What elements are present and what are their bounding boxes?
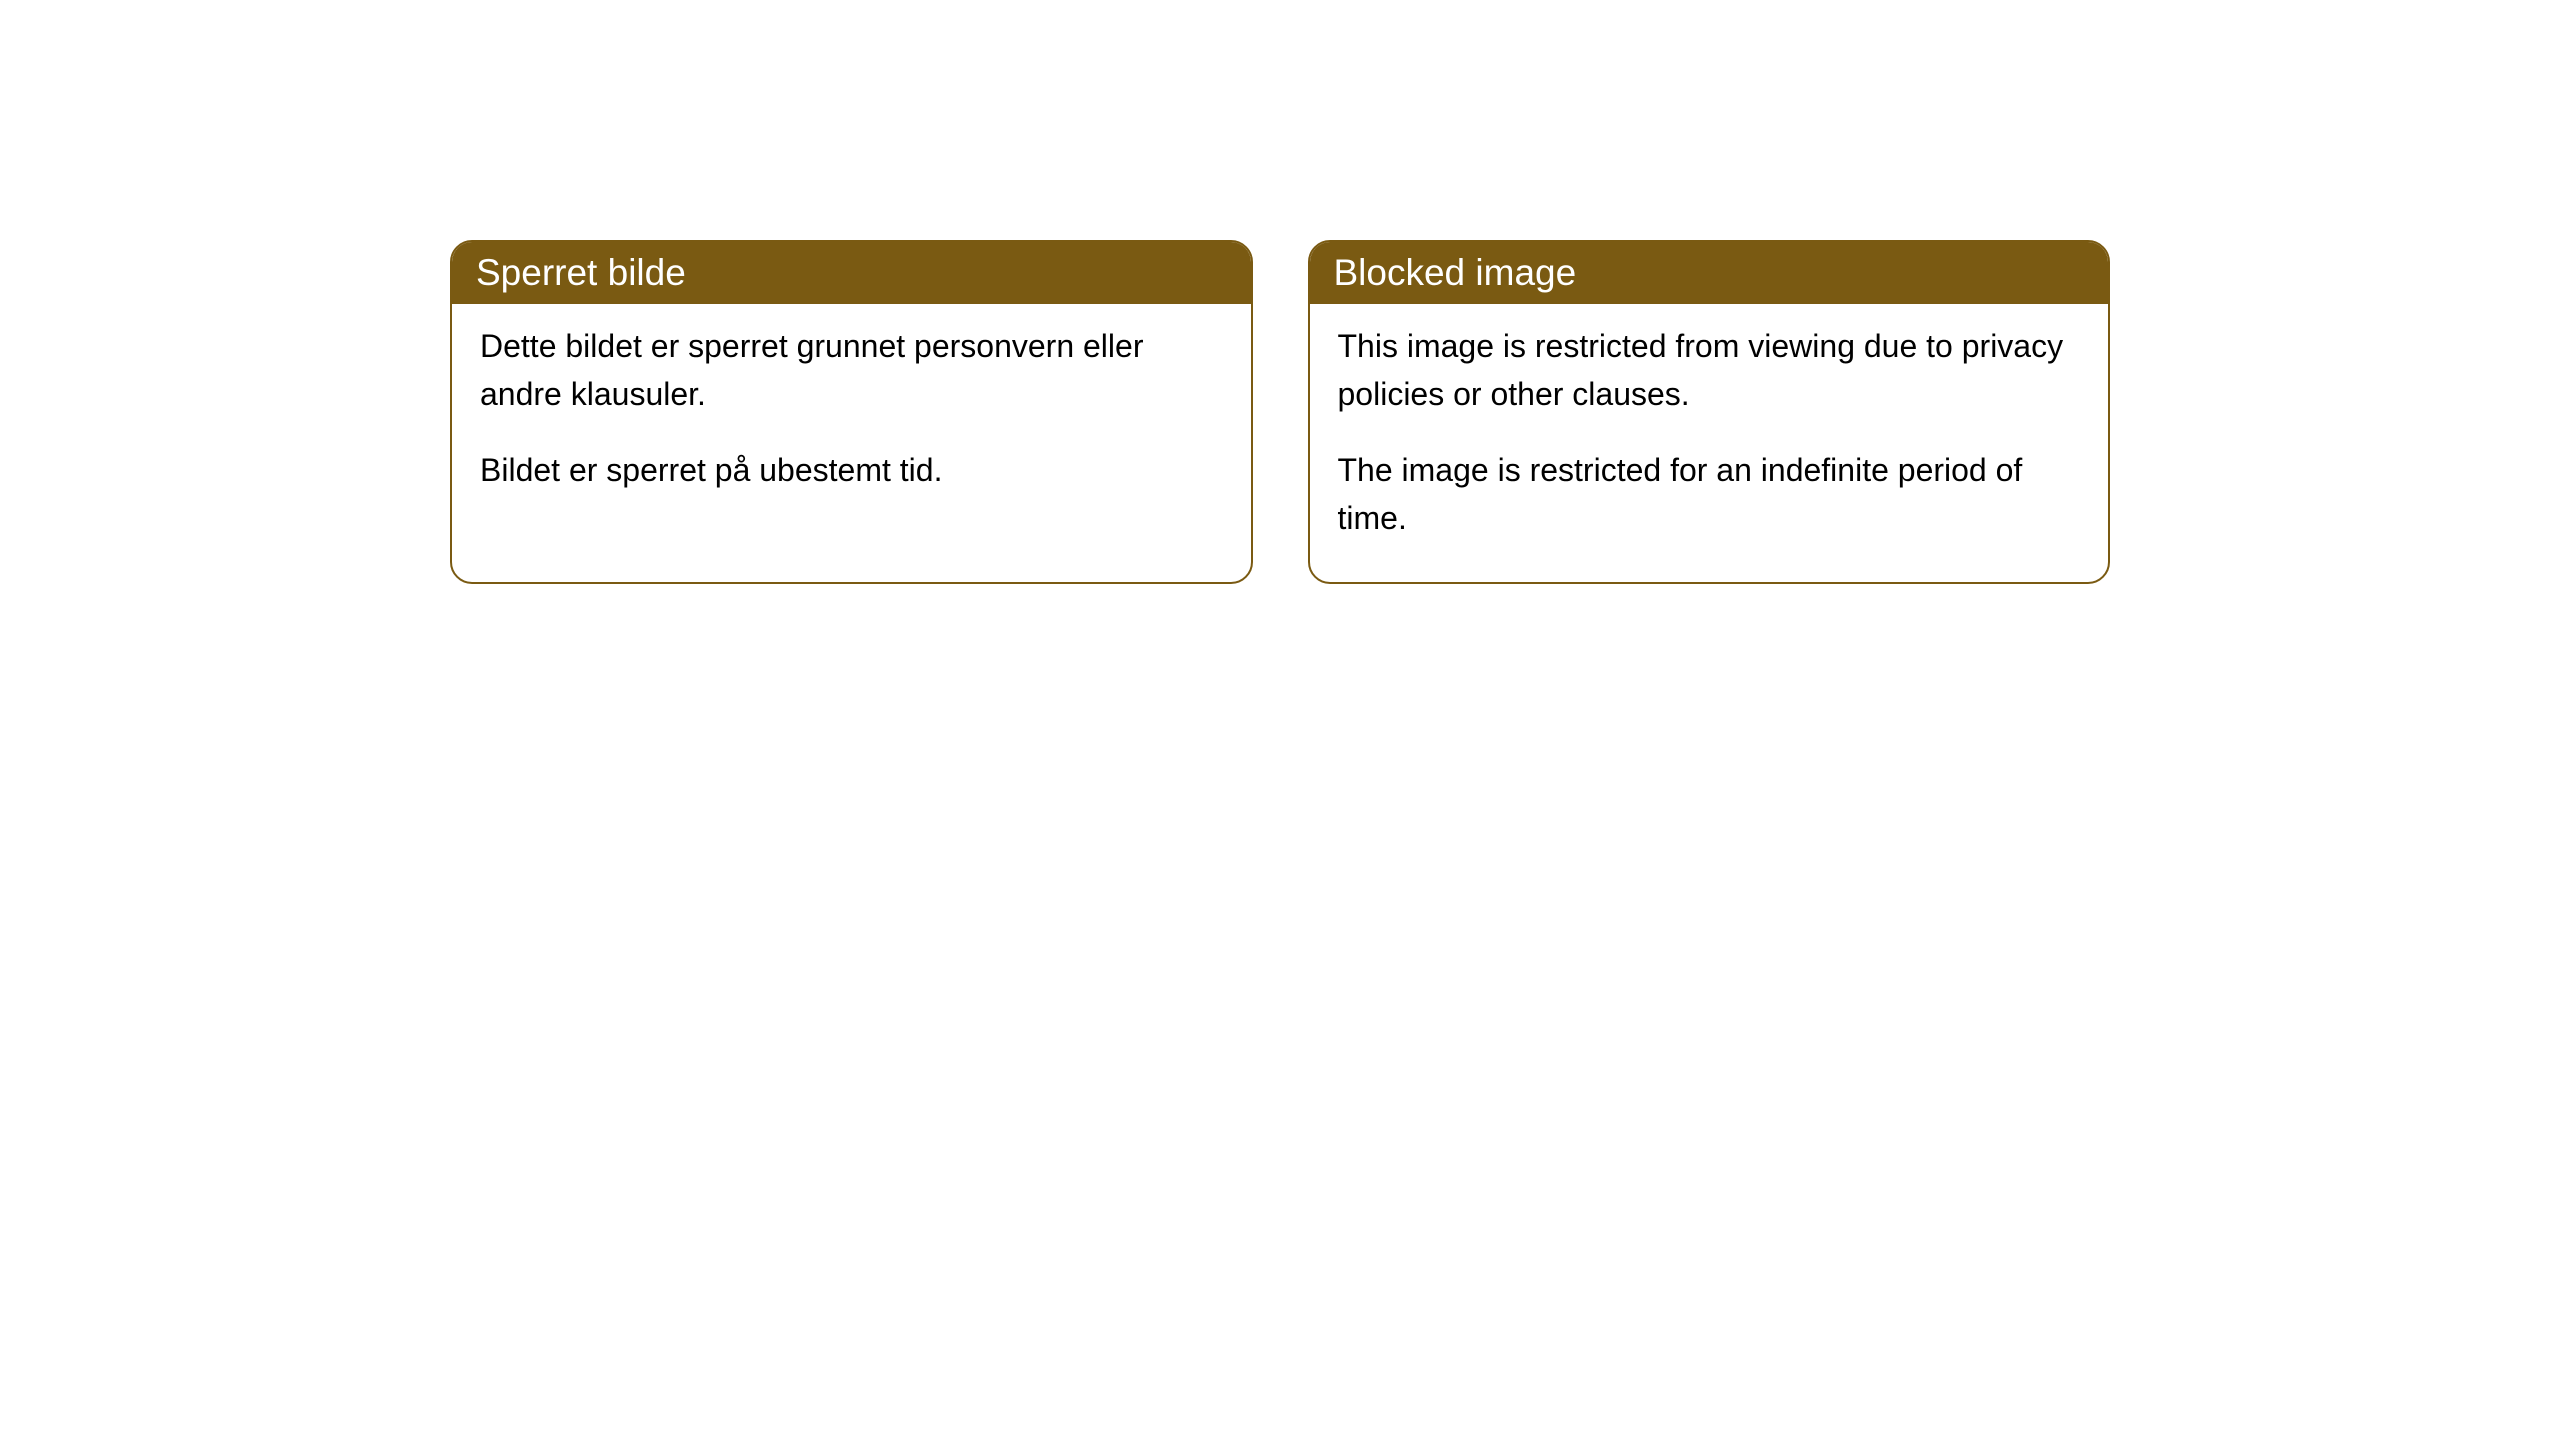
card-paragraph: Dette bildet er sperret grunnet personve… [480,322,1223,418]
card-header: Blocked image [1310,242,2109,304]
card-paragraph: Bildet er sperret på ubestemt tid. [480,446,1223,494]
card-paragraph: The image is restricted for an indefinit… [1338,446,2081,542]
card-body: This image is restricted from viewing du… [1310,304,2109,582]
card-paragraph: This image is restricted from viewing du… [1338,322,2081,418]
card-header: Sperret bilde [452,242,1251,304]
card-title: Blocked image [1334,252,1577,293]
blocked-image-card-norwegian: Sperret bilde Dette bildet er sperret gr… [450,240,1253,584]
card-title: Sperret bilde [476,252,686,293]
notice-cards-container: Sperret bilde Dette bildet er sperret gr… [450,240,2110,584]
card-body: Dette bildet er sperret grunnet personve… [452,304,1251,534]
blocked-image-card-english: Blocked image This image is restricted f… [1308,240,2111,584]
